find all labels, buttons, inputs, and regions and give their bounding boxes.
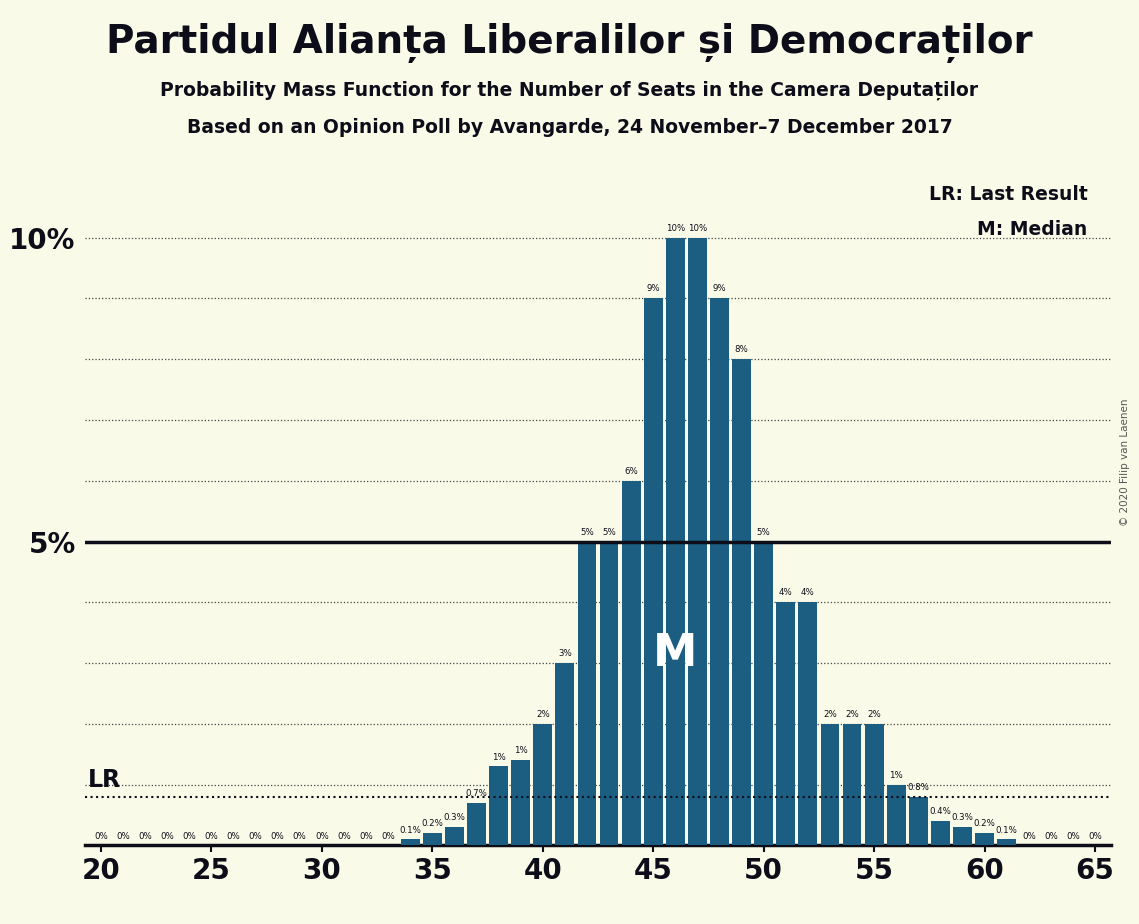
Text: 0.3%: 0.3% bbox=[951, 813, 974, 822]
Text: 2%: 2% bbox=[823, 710, 837, 719]
Bar bbox=[622, 480, 640, 845]
Bar bbox=[865, 723, 884, 845]
Bar bbox=[953, 827, 972, 845]
Bar bbox=[710, 298, 729, 845]
Text: 8%: 8% bbox=[735, 346, 748, 354]
Text: © 2020 Filip van Laenen: © 2020 Filip van Laenen bbox=[1121, 398, 1130, 526]
Text: 0%: 0% bbox=[138, 832, 151, 841]
Text: 0%: 0% bbox=[95, 832, 108, 841]
Text: 10%: 10% bbox=[665, 224, 685, 233]
Text: 0%: 0% bbox=[161, 832, 174, 841]
Text: 5%: 5% bbox=[580, 528, 593, 537]
Text: 6%: 6% bbox=[624, 467, 638, 476]
Text: 0.4%: 0.4% bbox=[929, 808, 951, 816]
Bar bbox=[777, 602, 795, 845]
Text: M: M bbox=[653, 632, 697, 675]
Text: Probability Mass Function for the Number of Seats in the Camera Deputaților: Probability Mass Function for the Number… bbox=[161, 80, 978, 100]
Text: 0%: 0% bbox=[337, 832, 351, 841]
Bar bbox=[820, 723, 839, 845]
Text: 0%: 0% bbox=[316, 832, 329, 841]
Text: 10%: 10% bbox=[688, 224, 707, 233]
Bar bbox=[666, 237, 685, 845]
Bar bbox=[798, 602, 818, 845]
Text: 5%: 5% bbox=[756, 528, 771, 537]
Text: 1%: 1% bbox=[492, 752, 506, 761]
Text: 0.3%: 0.3% bbox=[443, 813, 466, 822]
Bar bbox=[423, 833, 442, 845]
Text: 0%: 0% bbox=[293, 832, 306, 841]
Bar bbox=[489, 766, 508, 845]
Bar bbox=[577, 541, 597, 845]
Bar bbox=[887, 784, 906, 845]
Text: 4%: 4% bbox=[801, 589, 814, 598]
Text: 0%: 0% bbox=[1044, 832, 1058, 841]
Bar bbox=[599, 541, 618, 845]
Bar bbox=[467, 803, 486, 845]
Text: 2%: 2% bbox=[535, 710, 550, 719]
Text: M: Median: M: Median bbox=[977, 220, 1088, 239]
Text: LR: Last Result: LR: Last Result bbox=[929, 185, 1088, 204]
Text: Based on an Opinion Poll by Avangarde, 24 November–7 December 2017: Based on an Opinion Poll by Avangarde, 2… bbox=[187, 118, 952, 138]
Text: 0.1%: 0.1% bbox=[995, 825, 1017, 834]
Bar bbox=[998, 839, 1016, 845]
Text: 0%: 0% bbox=[1066, 832, 1080, 841]
Text: LR: LR bbox=[88, 768, 121, 792]
Text: 0%: 0% bbox=[182, 832, 196, 841]
Bar bbox=[931, 821, 950, 845]
Text: 9%: 9% bbox=[647, 285, 659, 294]
Text: 0%: 0% bbox=[116, 832, 130, 841]
Bar bbox=[644, 298, 663, 845]
Text: 0%: 0% bbox=[382, 832, 395, 841]
Bar bbox=[511, 760, 530, 845]
Text: 0%: 0% bbox=[248, 832, 262, 841]
Text: 0%: 0% bbox=[227, 832, 240, 841]
Bar bbox=[401, 839, 419, 845]
Text: 9%: 9% bbox=[713, 285, 727, 294]
Text: 0.2%: 0.2% bbox=[974, 820, 995, 829]
Text: 5%: 5% bbox=[603, 528, 616, 537]
Bar bbox=[975, 833, 994, 845]
Bar bbox=[909, 796, 927, 845]
Text: 0%: 0% bbox=[205, 832, 219, 841]
Text: 0%: 0% bbox=[1022, 832, 1035, 841]
Text: 1%: 1% bbox=[514, 747, 527, 756]
Text: 0%: 0% bbox=[1088, 832, 1101, 841]
Bar bbox=[754, 541, 773, 845]
Text: 0.8%: 0.8% bbox=[908, 783, 929, 792]
Bar bbox=[533, 723, 552, 845]
Text: 2%: 2% bbox=[867, 710, 880, 719]
Text: 0.2%: 0.2% bbox=[421, 820, 443, 829]
Text: 4%: 4% bbox=[779, 589, 793, 598]
Text: 0%: 0% bbox=[359, 832, 372, 841]
Text: Partidul Alianța Liberalilor și Democraților: Partidul Alianța Liberalilor și Democraț… bbox=[106, 23, 1033, 63]
Text: 0.7%: 0.7% bbox=[466, 789, 487, 798]
Text: 0.1%: 0.1% bbox=[400, 825, 421, 834]
Text: 2%: 2% bbox=[845, 710, 859, 719]
Text: 1%: 1% bbox=[890, 771, 903, 780]
Bar bbox=[732, 359, 751, 845]
Text: 3%: 3% bbox=[558, 650, 572, 658]
Bar bbox=[445, 827, 464, 845]
Text: 0%: 0% bbox=[271, 832, 285, 841]
Bar bbox=[556, 663, 574, 845]
Bar bbox=[688, 237, 707, 845]
Bar bbox=[843, 723, 861, 845]
